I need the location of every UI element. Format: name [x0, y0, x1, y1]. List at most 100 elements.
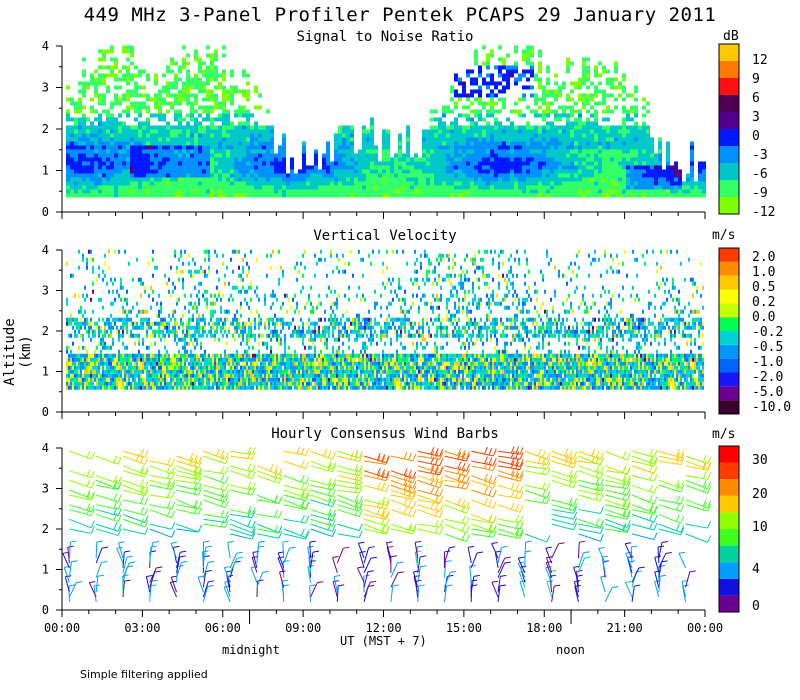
snr-cell — [254, 85, 258, 90]
snr-cell — [522, 177, 526, 182]
snr-cell — [374, 181, 378, 186]
snr-cell — [194, 173, 198, 178]
snr-cell — [310, 165, 314, 170]
snr-cell — [590, 153, 594, 158]
vv-cell — [224, 357, 226, 362]
snr-cell — [202, 145, 206, 150]
snr-cell — [122, 129, 126, 134]
snr-cell — [346, 157, 350, 162]
snr-cell — [574, 149, 578, 154]
snr-cell — [638, 185, 642, 190]
snr-cell — [458, 161, 462, 166]
snr-cell — [450, 141, 454, 146]
vv-cell — [268, 361, 270, 366]
vv-cell — [170, 381, 172, 386]
vv-cell — [188, 333, 190, 338]
snr-cell — [674, 177, 678, 182]
snr-cell — [450, 177, 454, 182]
snr-cell — [386, 161, 390, 166]
snr-cell — [238, 177, 242, 182]
snr-cell — [174, 129, 178, 134]
snr-cell — [182, 117, 186, 122]
snr-cell — [458, 185, 462, 190]
snr-cell — [466, 69, 470, 74]
vv-cell — [136, 313, 138, 318]
snr-cell — [382, 177, 386, 182]
snr-cell — [582, 145, 586, 150]
snr-cell — [122, 125, 126, 130]
snr-cell — [258, 177, 262, 182]
vv-cell — [152, 353, 154, 358]
snr-cell — [518, 145, 522, 150]
snr-cell — [622, 137, 626, 142]
snr-cell — [506, 177, 510, 182]
snr-cell — [558, 149, 562, 154]
snr-cell — [142, 149, 146, 154]
snr-cell — [118, 97, 122, 102]
vv-cell — [182, 369, 184, 374]
vv-cell — [224, 369, 226, 374]
snr-cell — [450, 137, 454, 142]
vv-cell — [82, 293, 84, 298]
snr-cell — [158, 141, 162, 146]
snr-cell — [630, 177, 634, 182]
snr-cell — [606, 165, 610, 170]
snr-cell — [638, 129, 642, 134]
snr-cell — [362, 181, 366, 186]
snr-cell — [482, 133, 486, 138]
snr-cell — [154, 165, 158, 170]
snr-cell — [282, 149, 286, 154]
snr-cell — [294, 177, 298, 182]
snr-cell — [622, 145, 626, 150]
snr-cell — [238, 157, 242, 162]
snr-cell — [374, 157, 378, 162]
vv-cell — [156, 353, 158, 358]
vv-cell — [140, 373, 142, 378]
snr-cell — [314, 181, 318, 186]
vv-cell — [118, 361, 120, 366]
snr-cell — [194, 189, 198, 194]
snr-cell — [182, 137, 186, 142]
snr-cell — [550, 185, 554, 190]
snr-cell — [162, 153, 166, 158]
vv-cell — [92, 281, 94, 286]
snr-cell — [398, 173, 402, 178]
vv-cell — [128, 261, 130, 266]
vv-cell — [80, 333, 82, 338]
snr-cell — [342, 153, 346, 158]
snr-cell — [162, 177, 166, 182]
snr-cell — [70, 169, 74, 174]
snr-cell — [98, 121, 102, 126]
vv-cell — [100, 341, 102, 346]
snr-cell — [538, 133, 542, 138]
vv-cell — [242, 325, 244, 330]
snr-cell — [186, 69, 190, 74]
snr-cell — [422, 129, 426, 134]
snr-cell — [246, 181, 250, 186]
vv-cell — [234, 337, 236, 342]
snr-cell — [494, 165, 498, 170]
snr-cell — [322, 181, 326, 186]
snr-cell — [618, 145, 622, 150]
snr-cell — [234, 153, 238, 158]
snr-cell — [530, 153, 534, 158]
snr-cell — [214, 125, 218, 130]
snr-cell — [362, 177, 366, 182]
vv-cell — [194, 381, 196, 386]
snr-cell — [162, 145, 166, 150]
vv-cell — [156, 313, 158, 318]
snr-cell — [222, 125, 226, 130]
vv-cell — [220, 353, 222, 358]
snr-cell — [142, 181, 146, 186]
snr-cell — [626, 133, 630, 138]
snr-cell — [490, 129, 494, 134]
vv-cell — [216, 253, 218, 258]
snr-cell — [258, 153, 262, 158]
snr-cell — [602, 65, 606, 70]
snr-cell — [350, 177, 354, 182]
snr-cell — [574, 185, 578, 190]
snr-cell — [302, 193, 306, 198]
snr-cell — [158, 105, 162, 110]
snr-cell — [650, 181, 654, 186]
vv-cell — [174, 249, 176, 254]
